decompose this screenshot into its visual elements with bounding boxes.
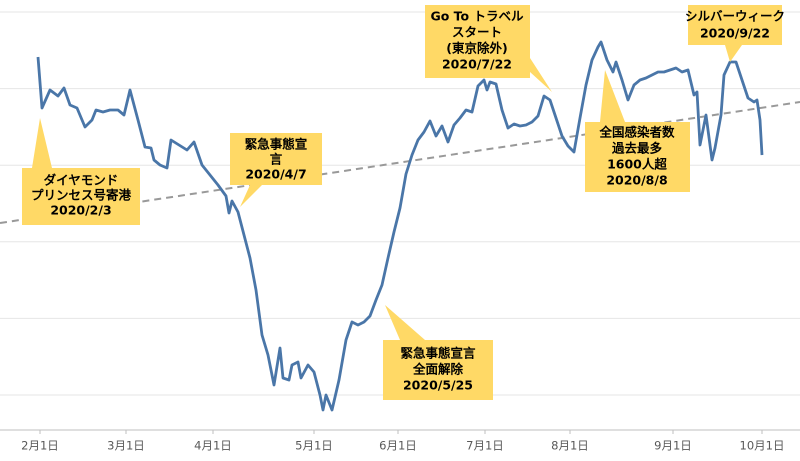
callout bbox=[383, 305, 493, 400]
annotation: ダイヤモンド プリンセス号寄港 2020/2/3 bbox=[22, 118, 140, 225]
callout bbox=[688, 5, 782, 62]
annotation-text: 全面解除 bbox=[412, 362, 464, 377]
x-tick-label: 6月1日 bbox=[379, 439, 417, 453]
annotation-text: 2020/2/3 bbox=[50, 203, 111, 218]
callout bbox=[585, 70, 690, 192]
annotation-text: 全国感染者数 bbox=[598, 125, 675, 140]
annotation: 緊急事態宣 言 2020/4/7 bbox=[230, 133, 322, 207]
x-tick-label: 10月1日 bbox=[740, 439, 785, 453]
annotation-text: 言 bbox=[270, 152, 283, 167]
annotation-text: 2020/9/22 bbox=[700, 26, 770, 41]
annotation-text: ダイヤモンド bbox=[44, 173, 119, 188]
annotation-text: 2020/8/8 bbox=[606, 173, 667, 188]
annotation: 緊急事態宣言 全面解除 2020/5/25 bbox=[383, 305, 493, 400]
annotation: 全国感染者数 過去最多 1600人超 2020/8/8 bbox=[585, 70, 690, 192]
annotation-text: シルバーウィーク bbox=[685, 9, 785, 24]
x-tick-label: 3月1日 bbox=[107, 439, 145, 453]
annotation-text: 2020/7/22 bbox=[442, 57, 512, 72]
x-tick-label: 5月1日 bbox=[295, 439, 333, 453]
callout bbox=[230, 133, 322, 207]
annotation-text: プリンセス号寄港 bbox=[31, 188, 132, 203]
callout bbox=[22, 118, 140, 225]
annotation-text: スタート bbox=[452, 25, 502, 40]
annotation-text: 緊急事態宣言 bbox=[400, 346, 476, 361]
annotation-text: 2020/4/7 bbox=[245, 167, 306, 182]
x-tick-label: 9月1日 bbox=[654, 439, 692, 453]
annotation: シルバーウィーク 2020/9/22 bbox=[685, 5, 785, 62]
x-tick-label: 8月1日 bbox=[551, 439, 589, 453]
annotation-text: 緊急事態宣 bbox=[245, 137, 308, 152]
callout bbox=[425, 5, 552, 92]
annotation: Go To トラベル スタート (東京除外) 2020/7/22 bbox=[425, 5, 552, 92]
annotation-text: 2020/5/25 bbox=[403, 378, 473, 393]
annotation-text: Go To トラベル bbox=[430, 9, 524, 24]
annotation-text: 1600人超 bbox=[607, 157, 667, 172]
annotation-text: (東京除外) bbox=[446, 41, 507, 56]
annotation-text: 過去最多 bbox=[611, 141, 663, 156]
x-tick-label: 4月1日 bbox=[194, 439, 232, 453]
x-tick-label: 2月1日 bbox=[21, 439, 59, 453]
x-tick-label: 7月1日 bbox=[466, 439, 504, 453]
line bbox=[36, 40, 764, 412]
